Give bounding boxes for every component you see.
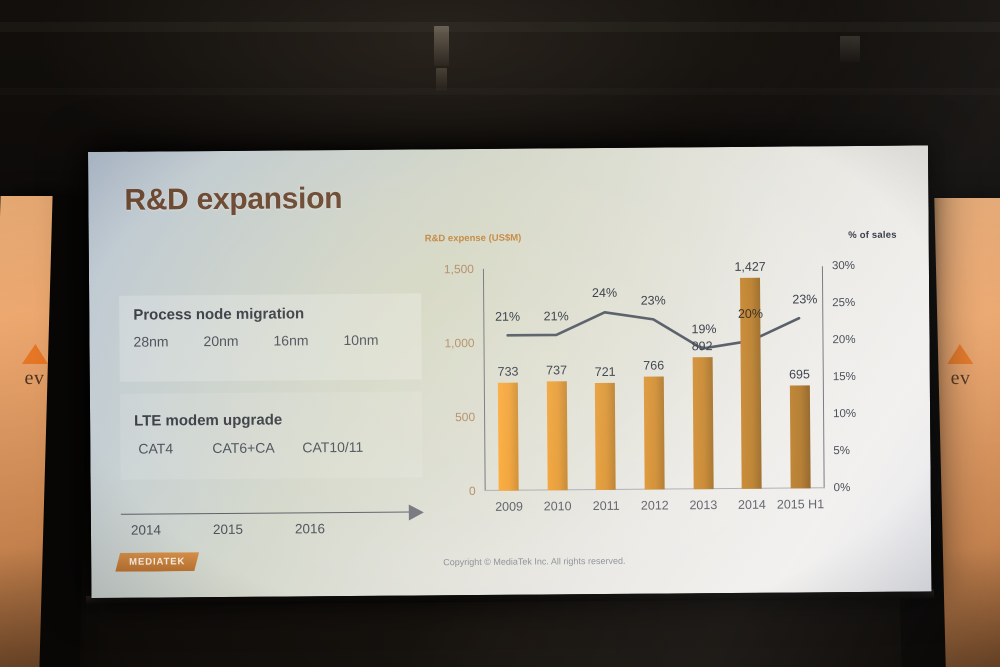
xtick-2015-H1: 2015 H1 [776,497,825,512]
node-10nm: 10nm [343,331,379,348]
xtick-2010: 2010 [543,499,572,514]
cat6-ca: CAT6+CA [212,439,275,457]
right-ytick: 20% [832,333,856,347]
left-axis-title: R&D expense (US$M) [424,232,522,245]
slide-title: R&D expansion [124,182,343,217]
xtick-2014: 2014 [737,497,766,512]
bar-2012 [643,376,665,490]
right-ytick: 30% [831,259,855,273]
right-ytick: 10% [833,407,857,421]
xtick-2013: 2013 [689,498,718,513]
pct-value-2011: 24% [591,286,618,301]
ceiling-light [434,26,449,66]
bar-value-2011: 721 [594,365,616,380]
left-banner-word: ev [24,367,45,389]
timeline-year-2016: 2016 [294,521,326,537]
bar-2011 [595,383,617,491]
ceiling-light-3 [840,36,860,62]
ceiling-beam [0,22,1000,32]
mediatek-logo: MEDIATEK [115,552,199,572]
lte-modem-panel [119,391,423,480]
block-items-1: CAT4 CAT6+CA CAT10/11 [138,438,418,457]
copyright-text: Copyright © MediaTek Inc. All rights res… [443,555,626,568]
right-ytick: 0% [833,482,851,495]
bar-value-2009: 733 [497,364,519,379]
block-heading-0: Process node migration [133,305,305,324]
bar-value-2013: 892 [691,339,713,354]
left-ytick: 500 [455,409,476,425]
banner-triangle-icon-right [946,344,974,364]
xtick-2009: 2009 [495,499,524,514]
bar-2009 [498,382,519,491]
left-ytick: 0 [468,483,476,499]
right-ytick: 5% [833,445,851,458]
rd-expense-chart: R&D expense (US$M) % of sales 0 500 1,000 1… [425,230,897,552]
right-banner: ev [890,198,1000,667]
left-ytick: 1,500 [443,261,474,277]
mediatek-logo-text: MEDIATEK [129,556,186,568]
block-items-0: 28nm 20nm 16nm 10nm [133,331,413,350]
slide-surface: R&D expansion Process node migration 28n… [88,145,932,598]
pct-value-2009: 21% [495,309,521,324]
xtick-2012: 2012 [640,498,669,513]
pct-value-2012: 23% [640,293,666,308]
cat4: CAT4 [138,440,174,457]
left-banner: ev [0,196,93,667]
right-ytick: 15% [832,370,856,384]
bar-2010 [546,381,568,491]
bar-value-2015-H1: 695 [788,367,810,382]
ceiling-beam-2 [0,88,1000,95]
ceiling-light-2 [436,68,447,91]
node-16nm: 16nm [273,332,309,349]
timeline-axis [120,511,411,515]
bar-2015-H1 [789,385,811,489]
node-20nm: 20nm [203,332,239,350]
projection-screen: R&D expansion Process node migration 28n… [88,145,932,598]
timeline-year-2015: 2015 [212,521,244,538]
right-banner-word: ev [950,367,971,389]
bar-value-2012: 766 [643,358,665,373]
cat10-11: CAT10/11 [302,438,364,456]
plot-area: 0 500 1,000 1,500 0% 5% 10% 15% 20% 25% 30% 733 21% 2… [444,259,856,513]
timeline-arrow-icon [408,504,424,521]
pct-value-2015-H1: 23% [792,292,818,307]
bar-2013 [692,357,714,490]
xtick-2011: 2011 [592,498,620,514]
bar-value-2014: 1,427 [734,259,766,274]
bar-value-2010: 737 [546,363,568,378]
right-axis-title: % of sales [848,229,897,242]
pct-value-2013: 19% [691,322,717,337]
left-ytick: 1,000 [444,335,475,351]
timeline-years: 2014 2015 2016 [130,520,431,538]
block-heading-1: LTE modem upgrade [134,411,283,430]
node-28nm: 28nm [133,333,169,350]
right-ytick: 25% [832,296,856,310]
timeline-year-2014: 2014 [130,522,162,538]
pct-value-2010: 21% [543,308,569,324]
pct-value-2014: 20% [737,306,764,321]
banner-triangle-icon [21,344,49,364]
